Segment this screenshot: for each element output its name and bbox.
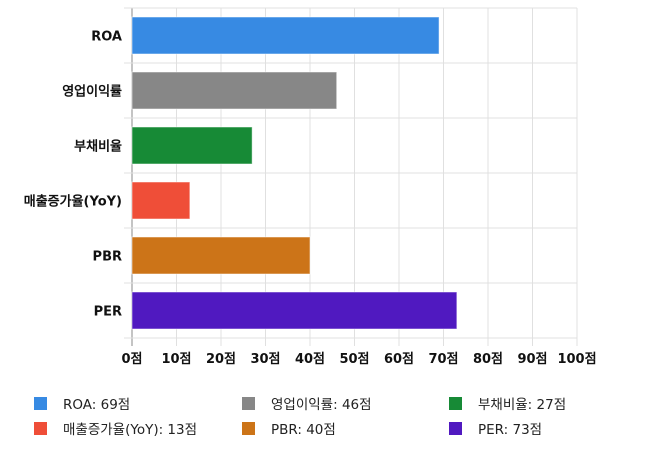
legend-swatch — [449, 421, 462, 435]
category-label: PBR — [93, 250, 122, 265]
legend-label: 매출증가율(YoY): 13점 — [63, 422, 198, 438]
legend-swatch — [449, 396, 462, 410]
legend-item: PER: 73점 — [449, 418, 542, 438]
bar-5 — [131, 291, 458, 330]
x-tick-label: 90점 — [517, 352, 547, 367]
category-label: ROA — [91, 30, 122, 45]
x-tick-label: 10점 — [161, 352, 191, 367]
category-label: 영업이익률 — [62, 84, 122, 100]
x-tick-label: 100점 — [557, 352, 596, 367]
x-tick-label: 0점 — [121, 352, 142, 367]
legend-label: 영업이익률: 46점 — [271, 397, 372, 413]
bar-4 — [131, 236, 311, 275]
legend-item: 부채비율: 27점 — [449, 393, 566, 413]
x-tick-label: 20점 — [206, 352, 236, 367]
bar-0 — [131, 16, 440, 55]
x-tick-label: 80점 — [473, 352, 503, 367]
legend-swatch — [34, 421, 47, 435]
bar-1 — [131, 71, 338, 110]
x-tick-label: 50점 — [339, 352, 369, 367]
bar-3 — [131, 181, 191, 220]
legend-swatch — [242, 396, 255, 410]
category-label: 매출증가율(YoY) — [24, 194, 122, 210]
legend-item: 영업이익률: 46점 — [242, 393, 372, 413]
category-label: PER — [94, 305, 122, 320]
legend-item: PBR: 40점 — [242, 418, 336, 438]
legend-swatch — [34, 396, 47, 410]
legend-label: PBR: 40점 — [271, 422, 336, 438]
legend-label: ROA: 69점 — [63, 397, 131, 413]
x-tick-label: 30점 — [250, 352, 280, 367]
legend-label: PER: 73점 — [478, 422, 543, 438]
category-label: 부채비율 — [74, 139, 122, 155]
legend-swatch — [242, 421, 255, 435]
x-tick-label: 70점 — [428, 352, 458, 367]
x-tick-label: 40점 — [295, 352, 325, 367]
legend-item: ROA: 69점 — [34, 393, 130, 413]
x-tick-label: 60점 — [384, 352, 414, 367]
legend-item: 매출증가율(YoY): 13점 — [34, 418, 197, 438]
bar-2 — [131, 126, 253, 165]
legend-label: 부채비율: 27점 — [478, 397, 567, 413]
